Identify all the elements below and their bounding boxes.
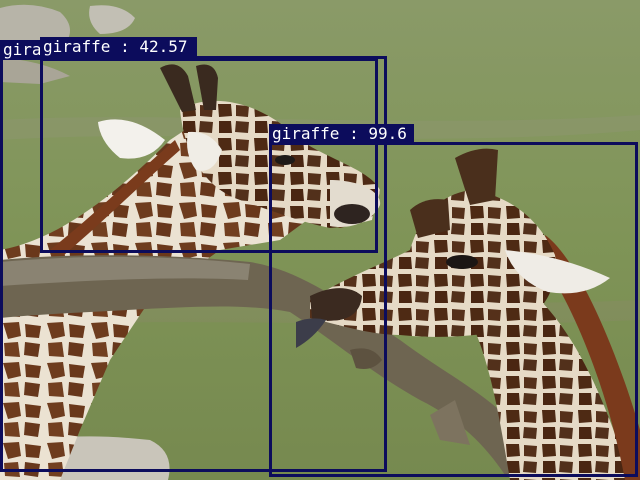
- detection-label-giraffe-left: gira: [0, 40, 42, 60]
- detection-label-giraffe-middle: giraffe : 42.57: [40, 37, 197, 57]
- detection-label-giraffe-right: giraffe : 99.6: [269, 124, 414, 144]
